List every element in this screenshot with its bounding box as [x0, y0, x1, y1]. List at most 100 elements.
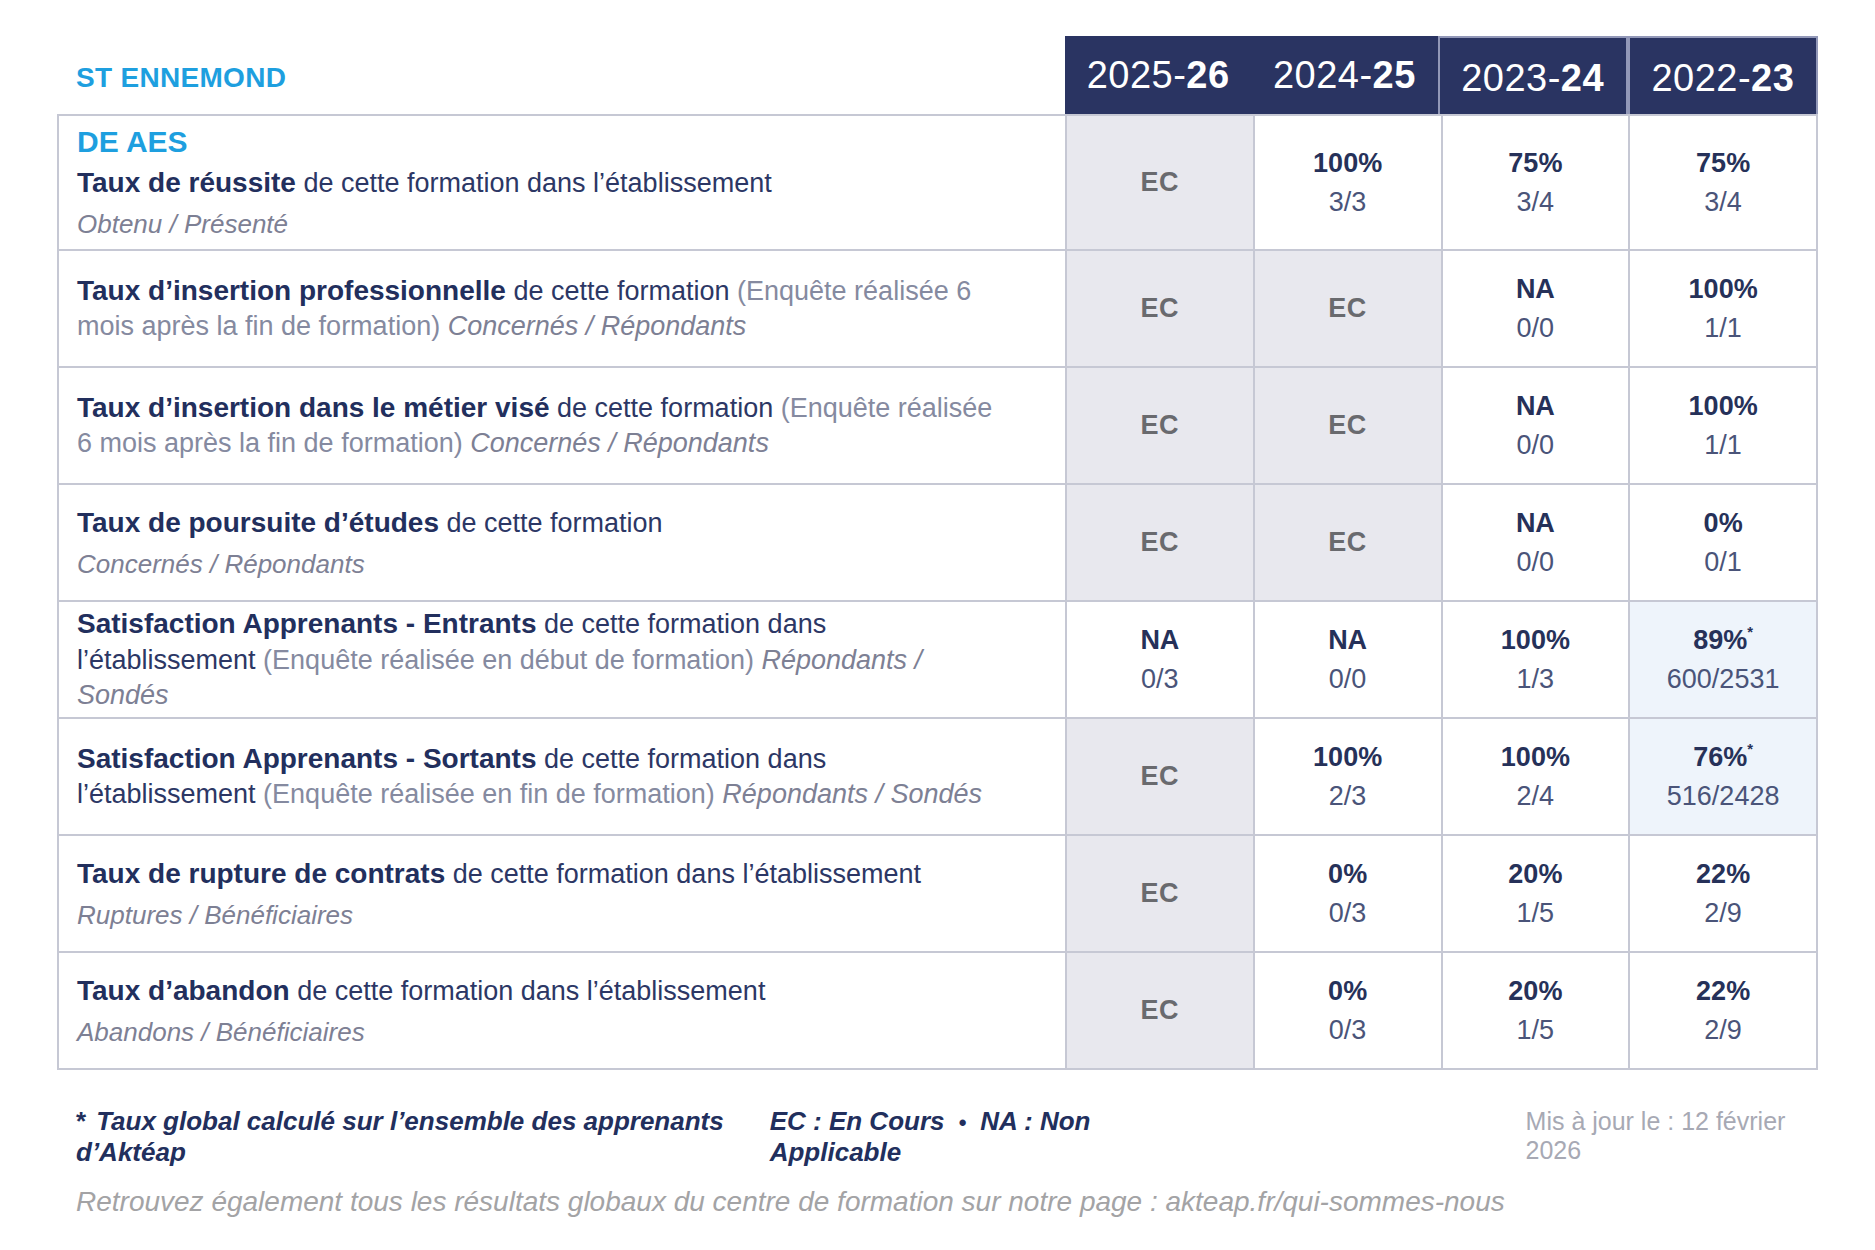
value-main: 0% [1328, 976, 1367, 1007]
value-main: 0% [1328, 859, 1367, 890]
value-cell: 0%0/3 [1255, 836, 1443, 951]
column-gutter [1021, 953, 1065, 1068]
metric-values: EC100%2/3100%2/476%*516/2428 [1065, 719, 1818, 834]
metric-description: Taux d’abandon de cette formation dans l… [77, 973, 993, 1009]
year-column-2023-24: 2023-24 [1438, 36, 1628, 120]
column-gutter [1021, 251, 1065, 366]
value-ratio: 2/9 [1704, 1015, 1742, 1046]
value-main: 0% [1704, 508, 1743, 539]
metric-label-cell: Taux de poursuite d’études de cette form… [57, 485, 1021, 600]
metric-scope: de cette formation [557, 393, 781, 423]
metric-row: DE AES Taux de réussite de cette formati… [57, 114, 1818, 251]
value-main: NA [1516, 391, 1555, 422]
value-cell: EC [1067, 368, 1255, 483]
value-in-progress: EC [1328, 410, 1367, 441]
metric-title: Satisfaction Apprenants - Entrants [77, 608, 536, 639]
metric-ratio-caption: Concernés / Répondants [77, 549, 993, 580]
results-table: DE AES Taux de réussite de cette formati… [57, 114, 1818, 1070]
metric-scope: de cette formation dans l’établissement [297, 976, 765, 1006]
value-ratio: 1/3 [1517, 664, 1555, 695]
column-gutter [1021, 836, 1065, 951]
metric-values: EC EC NA 0/0 100%1/1 [1065, 368, 1818, 483]
metric-values: NA0/3NA0/0100%1/389%*600/2531 [1065, 602, 1818, 717]
metric-title: Taux de rupture de contrats [77, 858, 445, 889]
asterisk: * [1747, 624, 1753, 640]
value-cell: 22%2/9 [1630, 953, 1818, 1068]
last-updated-label: Mis à jour le : 12 février 2026 [1526, 1107, 1818, 1165]
value-cell: EC [1067, 836, 1255, 951]
value-main: NA [1516, 274, 1555, 305]
metric-description: Taux d’insertion professionnelle de cett… [77, 273, 993, 344]
value-main: 100% [1501, 625, 1570, 656]
metric-title: Satisfaction Apprenants - Sortants [77, 743, 536, 774]
value-cell: EC [1255, 485, 1443, 600]
value-cell: 0%0/1 [1630, 485, 1818, 600]
bullet-separator: • [958, 1110, 966, 1135]
value-ratio: 0/0 [1329, 664, 1367, 695]
value-cell: 100%3/3 [1255, 116, 1443, 249]
metric-row: Satisfaction Apprenants - Entrants de ce… [57, 602, 1818, 719]
column-gutter [1021, 485, 1065, 600]
metric-label-cell: DE AES Taux de réussite de cette formati… [57, 116, 1021, 249]
global-results-note: Retrouvez également tous les résultats g… [76, 1186, 1505, 1218]
metric-scope: de cette formation dans l’établissement [303, 168, 771, 198]
metric-title: Taux d’insertion professionnelle [77, 275, 506, 306]
value-ratio: 1/5 [1517, 898, 1555, 929]
metric-values: ECECNA0/00%0/1 [1065, 485, 1818, 600]
value-cell: 100%1/1 [1630, 368, 1818, 483]
metric-label-cell: Satisfaction Apprenants - Entrants de ce… [57, 602, 1021, 717]
metric-row: Taux de poursuite d’études de cette form… [57, 485, 1818, 602]
metric-scope: de cette formation dans l’établissement [453, 859, 921, 889]
value-cell: 76%*516/2428 [1630, 719, 1818, 834]
value-ratio: 516/2428 [1667, 781, 1780, 812]
metric-values: EC0%0/320%1/522%2/9 [1065, 953, 1818, 1068]
value-cell: EC [1067, 251, 1255, 366]
value-main: 100% [1501, 742, 1570, 773]
metric-title: Taux d’insertion dans le métier visé [77, 392, 550, 423]
value-in-progress: EC [1141, 527, 1180, 558]
metric-ratio-caption: Concernés / Répondants [470, 428, 769, 458]
value-in-progress: EC [1141, 293, 1180, 324]
column-gutter [1021, 602, 1065, 717]
asterisk: * [76, 1106, 86, 1136]
year-column-2024-25: 2024-25 [1251, 36, 1437, 114]
value-ratio: 3/3 [1329, 187, 1367, 218]
value-cell: 20%1/5 [1443, 836, 1631, 951]
year-column-2025-26: 2025-26 [1065, 36, 1251, 114]
metric-values: ECECNA0/0100%1/1 [1065, 251, 1818, 366]
year-column-2022-23: 2022-23 [1628, 36, 1818, 120]
value-cell: EC [1067, 116, 1255, 249]
metric-values: EC100%3/375%3/475%3/4 [1065, 116, 1818, 249]
results-page: ST ENNEMOND 2025-26 2024-25 2023-24 2022… [0, 0, 1875, 1250]
value-ratio: 3/4 [1517, 187, 1555, 218]
value-cell: 0%0/3 [1255, 953, 1443, 1068]
value-ratio: 0/3 [1141, 664, 1179, 695]
value-main: 22% [1696, 859, 1750, 890]
metric-row: Taux d’insertion dans le métier visé de … [57, 368, 1818, 485]
global-rate-footnote: *Taux global calculé sur l’ensemble des … [76, 1106, 770, 1168]
metric-row: Satisfaction Apprenants - Sortants de ce… [57, 719, 1818, 836]
metric-ratio-caption: Obtenu / Présenté [77, 209, 993, 240]
value-in-progress: EC [1141, 410, 1180, 441]
metric-scope: de cette formation [447, 508, 663, 538]
value-ratio: 600/2531 [1667, 664, 1780, 695]
value-in-progress: EC [1328, 293, 1367, 324]
value-ratio: 0/0 [1517, 313, 1555, 344]
metric-survey-note: (Enquête réalisée en fin de formation) [263, 779, 722, 809]
value-ratio: 2/9 [1704, 898, 1742, 929]
value-cell: EC [1255, 368, 1443, 483]
metric-row: Taux d’insertion professionnelle de cett… [57, 251, 1818, 368]
value-cell: NA 0/0 [1443, 251, 1631, 366]
value-ratio: 0/0 [1517, 430, 1555, 461]
metric-label-cell: Taux d’insertion professionnelle de cett… [57, 251, 1021, 366]
metric-title: Taux de poursuite d’études [77, 507, 439, 538]
value-main: 20% [1508, 976, 1562, 1007]
abbreviation-legend: EC : En Cours•NA : Non Applicable [770, 1106, 1186, 1168]
value-cell: EC [1255, 251, 1443, 366]
value-cell: 100%2/4 [1443, 719, 1631, 834]
value-ratio: 1/5 [1517, 1015, 1555, 1046]
value-main: 20% [1508, 859, 1562, 890]
metric-description: Satisfaction Apprenants - Sortants de ce… [77, 741, 993, 812]
metric-description: Taux de réussite de cette formation dans… [77, 165, 993, 201]
metric-values: EC0%0/320%1/522%2/9 [1065, 836, 1818, 951]
